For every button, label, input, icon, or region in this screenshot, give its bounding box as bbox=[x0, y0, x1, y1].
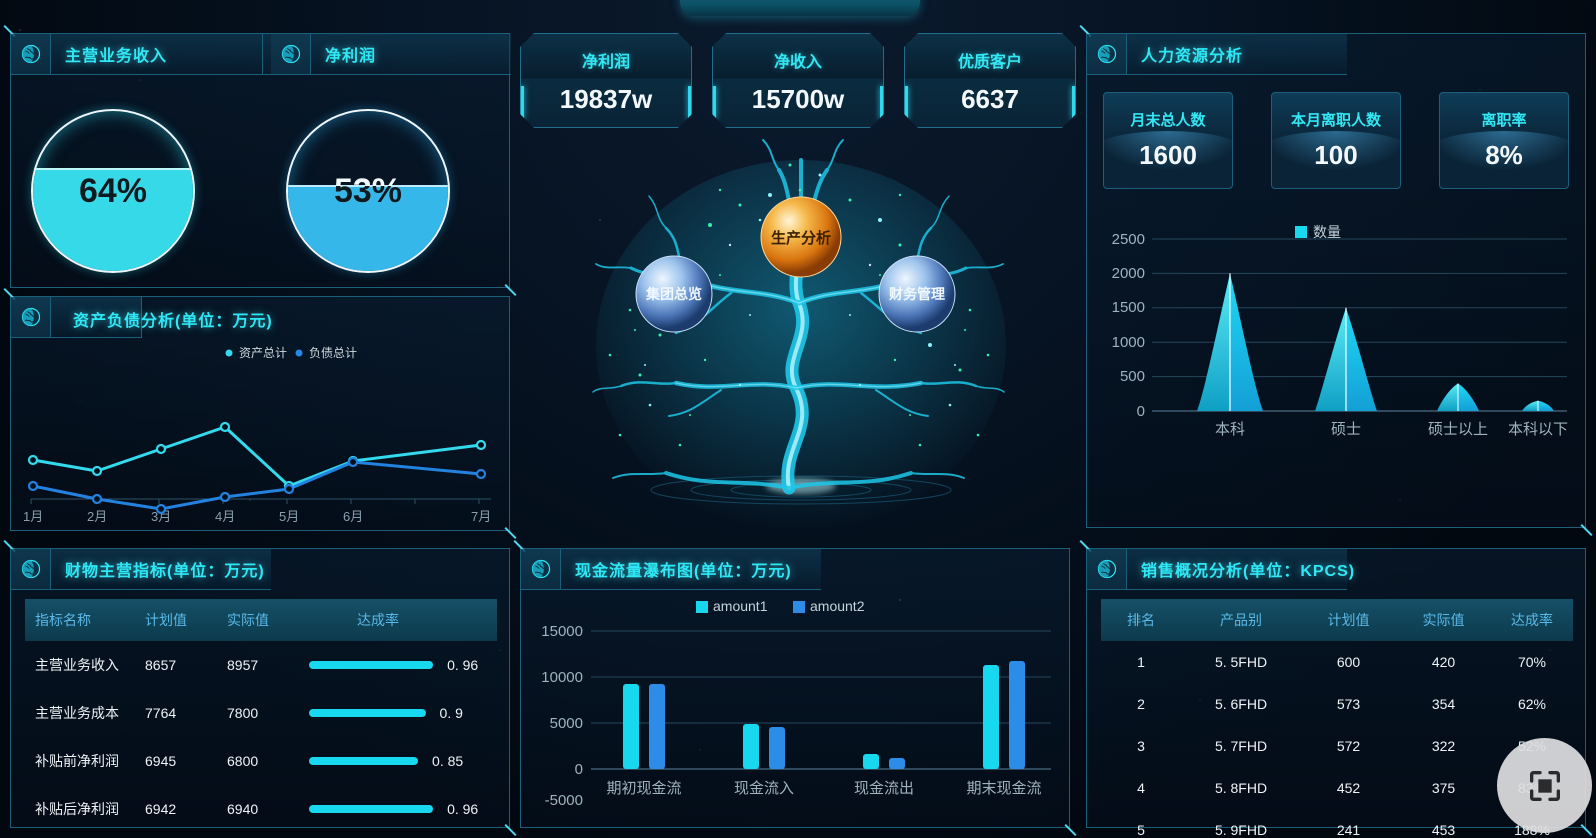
svg-text:amount1: amount1 bbox=[713, 598, 768, 614]
svg-text:生产分析: 生产分析 bbox=[771, 229, 831, 247]
svg-text:amount2: amount2 bbox=[810, 598, 865, 614]
svg-text:0: 0 bbox=[575, 761, 583, 778]
svg-text:10000: 10000 bbox=[541, 669, 583, 686]
svg-text:6月: 6月 bbox=[343, 509, 363, 524]
svg-text:1月: 1月 bbox=[23, 509, 43, 524]
svg-text:资产总计: 资产总计 bbox=[239, 346, 287, 360]
svg-text:2000: 2000 bbox=[1112, 265, 1145, 282]
svg-text:7月: 7月 bbox=[471, 509, 491, 524]
svg-text:期末现金流: 期末现金流 bbox=[966, 780, 1041, 797]
svg-text:500: 500 bbox=[1120, 368, 1145, 385]
svg-text:5月: 5月 bbox=[279, 509, 299, 524]
svg-text:15000: 15000 bbox=[541, 623, 583, 640]
svg-text:负债总计: 负债总计 bbox=[309, 346, 357, 360]
svg-text:财务管理: 财务管理 bbox=[888, 286, 945, 302]
svg-text:集团总览: 集团总览 bbox=[645, 286, 702, 302]
svg-text:本科: 本科 bbox=[1215, 421, 1245, 438]
svg-text:-5000: -5000 bbox=[545, 792, 583, 809]
svg-text:现金流出: 现金流出 bbox=[854, 780, 914, 797]
svg-text:硕士: 硕士 bbox=[1331, 421, 1361, 438]
svg-text:4月: 4月 bbox=[215, 509, 235, 524]
svg-text:5000: 5000 bbox=[550, 715, 583, 732]
svg-text:1000: 1000 bbox=[1112, 334, 1145, 351]
svg-text:本科以下: 本科以下 bbox=[1508, 421, 1568, 438]
svg-text:期初现金流: 期初现金流 bbox=[606, 780, 681, 797]
svg-text:现金流入: 现金流入 bbox=[734, 780, 794, 797]
svg-text:2月: 2月 bbox=[87, 509, 107, 524]
svg-text:0: 0 bbox=[1137, 403, 1145, 420]
svg-text:硕士以上: 硕士以上 bbox=[1428, 421, 1488, 438]
svg-text:2500: 2500 bbox=[1112, 231, 1145, 248]
svg-text:1500: 1500 bbox=[1112, 299, 1145, 316]
